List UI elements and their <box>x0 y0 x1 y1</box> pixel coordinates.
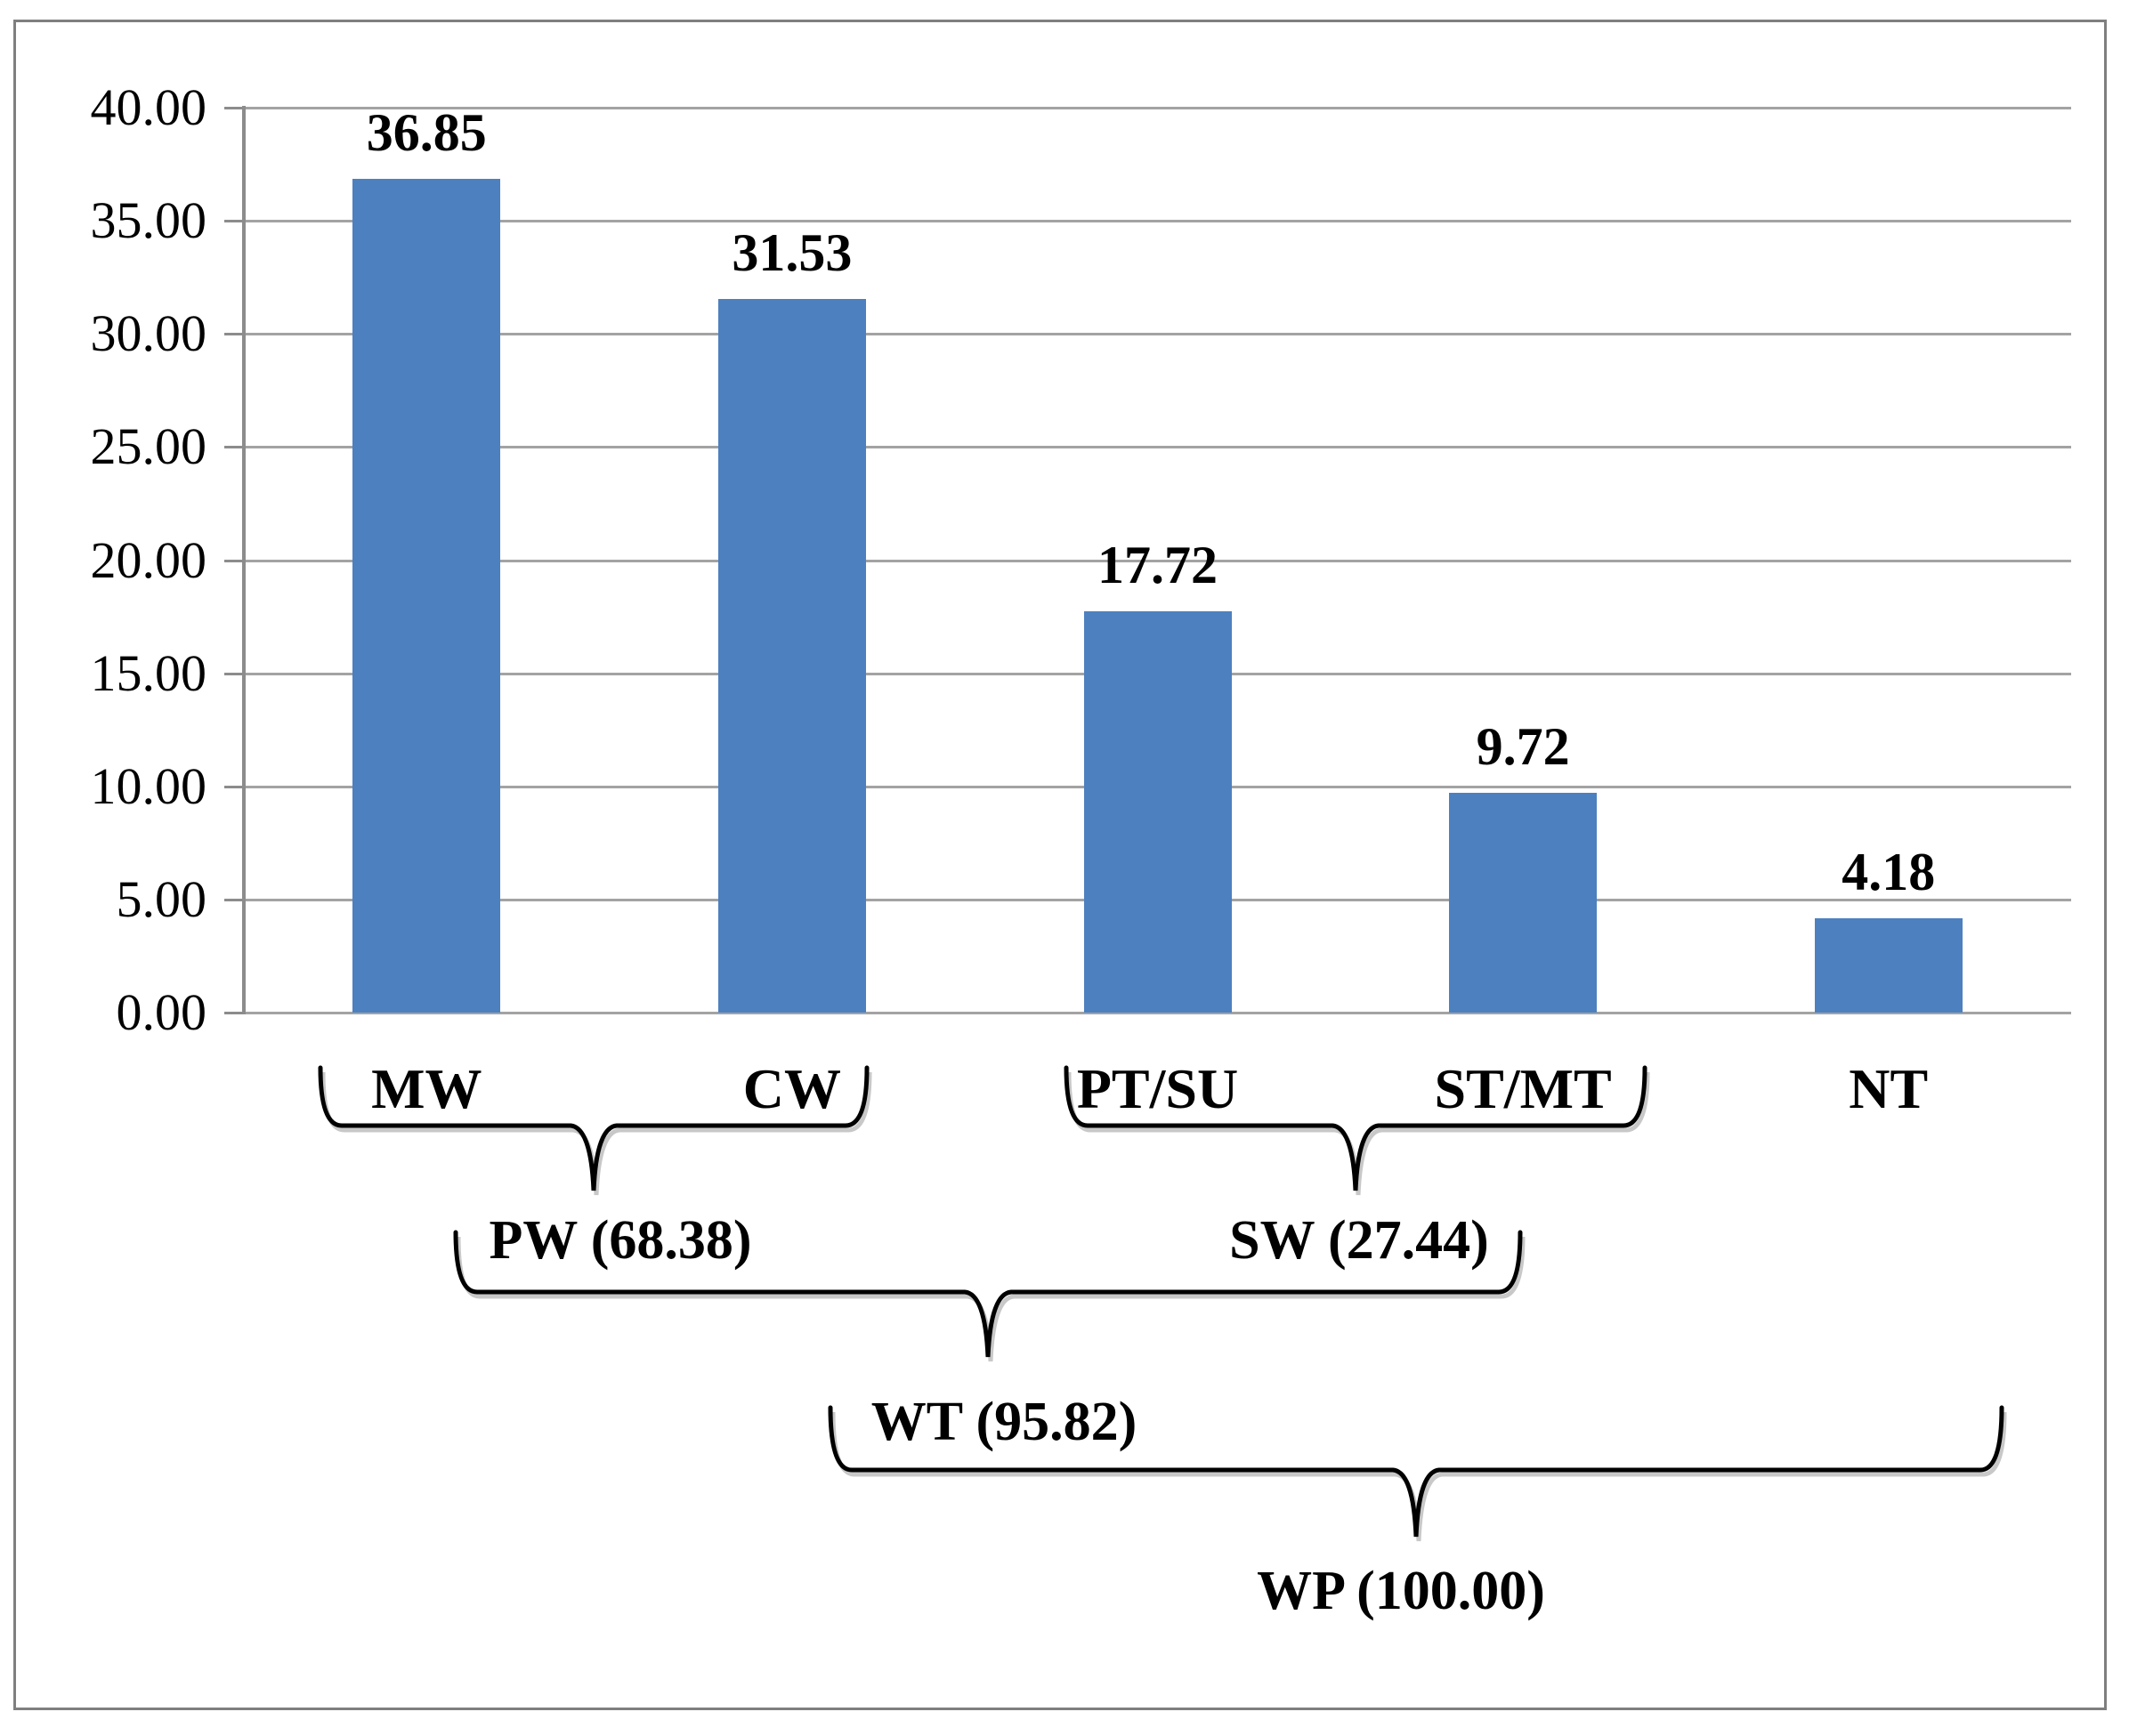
bar-value-label: 9.72 <box>1476 716 1570 776</box>
group-brace <box>828 1405 2004 1538</box>
category-label: ST/MT <box>1434 1057 1612 1120</box>
bar-value-label: 4.18 <box>1842 842 1936 901</box>
bar-value-label: 17.72 <box>1097 536 1218 595</box>
y-axis-tick <box>224 672 244 675</box>
y-tick-label: 40.00 <box>90 78 207 136</box>
y-axis-tick <box>224 785 244 788</box>
y-axis-line <box>242 106 246 1014</box>
group-brace <box>318 1065 870 1191</box>
y-tick-label: 20.00 <box>90 530 207 589</box>
group-label: SW (27.44) <box>1229 1210 1489 1271</box>
y-tick-label: 35.00 <box>90 191 207 250</box>
gridline <box>244 220 2071 223</box>
y-axis-tick <box>224 898 244 901</box>
y-axis-tick <box>224 333 244 336</box>
chart-border <box>13 20 2107 1710</box>
gridline <box>244 107 2071 109</box>
group-label: WT (95.82) <box>870 1392 1137 1452</box>
group-label: PW (68.38) <box>489 1210 752 1271</box>
y-axis-tick <box>224 107 244 109</box>
y-tick-label: 15.00 <box>90 643 207 702</box>
bar-value-label: 31.53 <box>732 223 853 283</box>
y-tick-label: 30.00 <box>90 304 207 363</box>
bar-value-label: 36.85 <box>366 103 487 163</box>
bar <box>1814 917 1963 1013</box>
y-axis-tick <box>224 446 244 449</box>
group-brace <box>453 1230 1523 1358</box>
gridline <box>244 446 2071 449</box>
y-tick-label: 5.00 <box>116 869 207 928</box>
group-label: WP (100.00) <box>1257 1561 1545 1621</box>
y-axis-tick <box>224 1012 244 1014</box>
bar <box>352 179 501 1013</box>
y-axis-tick <box>224 220 244 223</box>
group-brace <box>1064 1065 1647 1191</box>
bar <box>1083 611 1232 1013</box>
category-label: NT <box>1849 1057 1929 1120</box>
category-label: MW <box>371 1057 482 1120</box>
gridline <box>244 333 2071 336</box>
bar <box>717 299 866 1013</box>
y-tick-label: 25.00 <box>90 417 207 476</box>
y-tick-label: 0.00 <box>116 983 207 1041</box>
gridline <box>244 559 2071 562</box>
bar <box>1449 792 1598 1013</box>
gridline <box>244 1012 2071 1014</box>
category-label: CW <box>742 1057 841 1120</box>
y-axis-tick <box>224 559 244 562</box>
category-label: PT/SU <box>1076 1057 1239 1120</box>
y-tick-label: 10.00 <box>90 756 207 815</box>
